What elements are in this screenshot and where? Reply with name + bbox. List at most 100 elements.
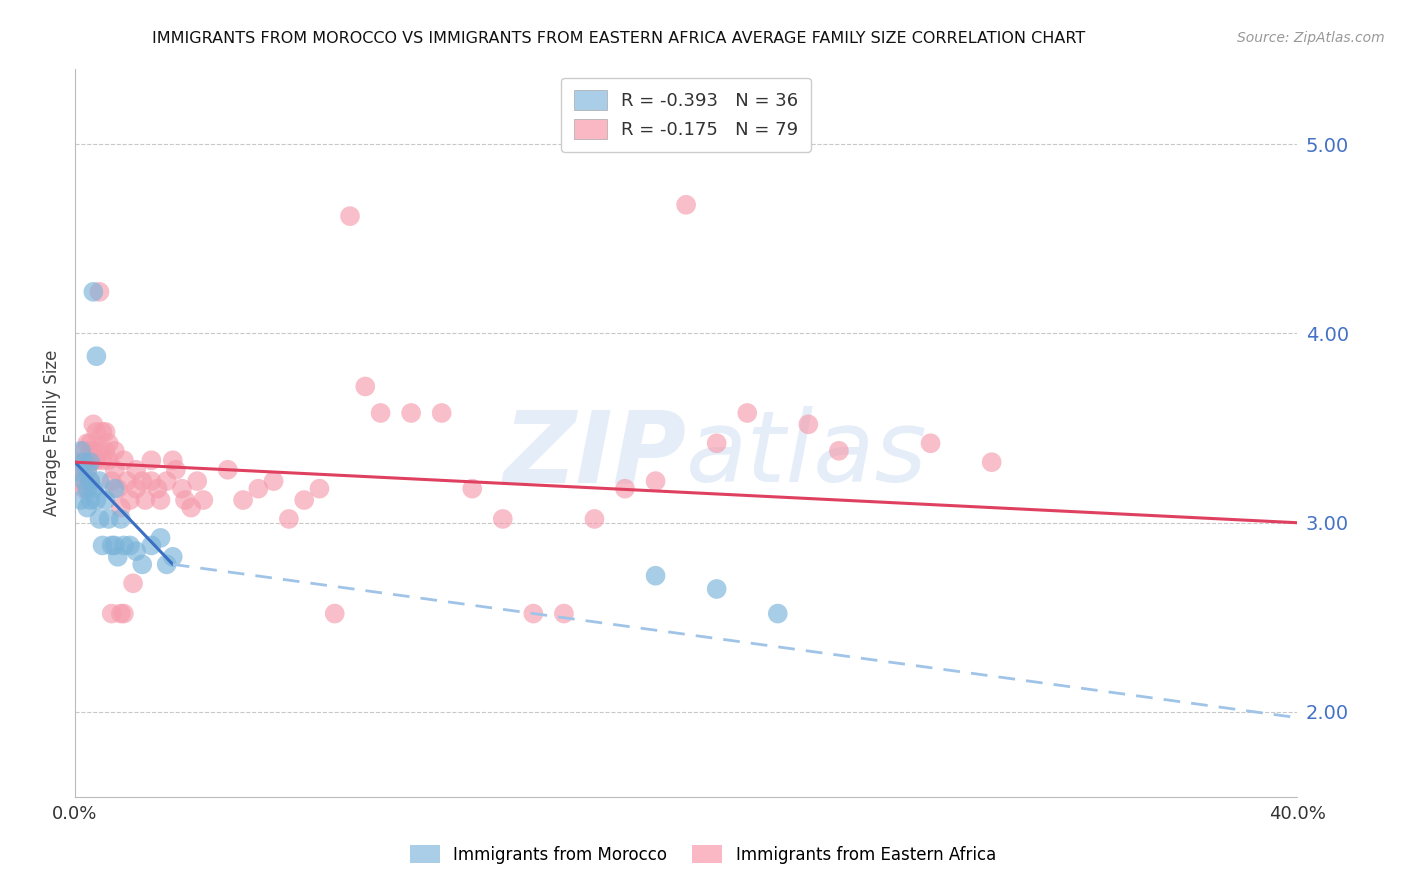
Point xyxy=(73,455,96,469)
Point xyxy=(104,443,127,458)
Text: IMMIGRANTS FROM MOROCCO VS IMMIGRANTS FROM EASTERN AFRICA AVERAGE FAMILY SIZE CO: IMMIGRANTS FROM MOROCCO VS IMMIGRANTS FR… xyxy=(152,31,1085,46)
Point xyxy=(339,209,361,223)
Point xyxy=(492,512,515,526)
Point xyxy=(186,474,208,488)
Point xyxy=(165,463,187,477)
Point xyxy=(461,482,484,496)
Point xyxy=(79,474,101,488)
Point xyxy=(430,406,453,420)
Point xyxy=(553,607,575,621)
Point xyxy=(107,482,129,496)
Point xyxy=(104,463,127,477)
Point xyxy=(134,493,156,508)
Point xyxy=(100,474,122,488)
Point xyxy=(76,482,98,496)
Point xyxy=(583,512,606,526)
Point xyxy=(323,607,346,621)
Point xyxy=(86,493,108,508)
Point xyxy=(79,436,101,450)
Point xyxy=(118,538,141,552)
Point xyxy=(112,453,135,467)
Point xyxy=(141,538,163,552)
Point xyxy=(125,463,148,477)
Point xyxy=(94,443,117,458)
Point xyxy=(89,474,111,488)
Point xyxy=(67,465,90,479)
Text: atlas: atlas xyxy=(686,406,928,503)
Point xyxy=(70,463,93,477)
Point xyxy=(980,455,1002,469)
Text: Source: ZipAtlas.com: Source: ZipAtlas.com xyxy=(1237,31,1385,45)
Point xyxy=(149,493,172,508)
Point xyxy=(97,436,120,450)
Point xyxy=(308,482,330,496)
Point xyxy=(162,549,184,564)
Point xyxy=(354,379,377,393)
Point xyxy=(149,531,172,545)
Point xyxy=(292,493,315,508)
Point xyxy=(125,544,148,558)
Point xyxy=(110,607,132,621)
Point xyxy=(920,436,942,450)
Point xyxy=(766,607,789,621)
Point xyxy=(122,576,145,591)
Point xyxy=(112,538,135,552)
Point xyxy=(141,453,163,467)
Point xyxy=(156,474,179,488)
Point xyxy=(76,463,98,477)
Point xyxy=(76,436,98,450)
Point xyxy=(104,482,127,496)
Point xyxy=(399,406,422,420)
Point xyxy=(73,474,96,488)
Legend: R = -0.393   N = 36, R = -0.175   N = 79: R = -0.393 N = 36, R = -0.175 N = 79 xyxy=(561,78,811,152)
Point xyxy=(263,474,285,488)
Point xyxy=(89,285,111,299)
Point xyxy=(79,455,101,469)
Point xyxy=(86,425,108,439)
Point xyxy=(91,425,114,439)
Point xyxy=(107,549,129,564)
Point xyxy=(125,482,148,496)
Point xyxy=(110,512,132,526)
Point xyxy=(706,582,728,596)
Legend: Immigrants from Morocco, Immigrants from Eastern Africa: Immigrants from Morocco, Immigrants from… xyxy=(404,838,1002,871)
Point xyxy=(86,453,108,467)
Point xyxy=(82,285,104,299)
Point xyxy=(86,349,108,363)
Text: ZIP: ZIP xyxy=(503,406,686,503)
Point xyxy=(170,482,193,496)
Point xyxy=(706,436,728,450)
Point xyxy=(91,453,114,467)
Point xyxy=(156,558,179,572)
Point xyxy=(73,443,96,458)
Point xyxy=(193,493,215,508)
Point xyxy=(100,538,122,552)
Point xyxy=(131,474,153,488)
Point xyxy=(217,463,239,477)
Point xyxy=(79,493,101,508)
Point xyxy=(82,453,104,467)
Point xyxy=(277,512,299,526)
Point xyxy=(70,443,93,458)
Point xyxy=(70,455,93,469)
Y-axis label: Average Family Size: Average Family Size xyxy=(44,350,60,516)
Point xyxy=(82,417,104,432)
Point xyxy=(146,482,169,496)
Point xyxy=(162,453,184,467)
Point xyxy=(112,607,135,621)
Point xyxy=(91,538,114,552)
Point xyxy=(104,538,127,552)
Point xyxy=(82,443,104,458)
Point xyxy=(370,406,392,420)
Point xyxy=(82,482,104,496)
Point xyxy=(94,425,117,439)
Point xyxy=(797,417,820,432)
Point xyxy=(141,474,163,488)
Point xyxy=(89,512,111,526)
Point xyxy=(644,474,666,488)
Point xyxy=(76,463,98,477)
Point xyxy=(97,453,120,467)
Point xyxy=(180,500,202,515)
Point xyxy=(131,558,153,572)
Point xyxy=(89,443,111,458)
